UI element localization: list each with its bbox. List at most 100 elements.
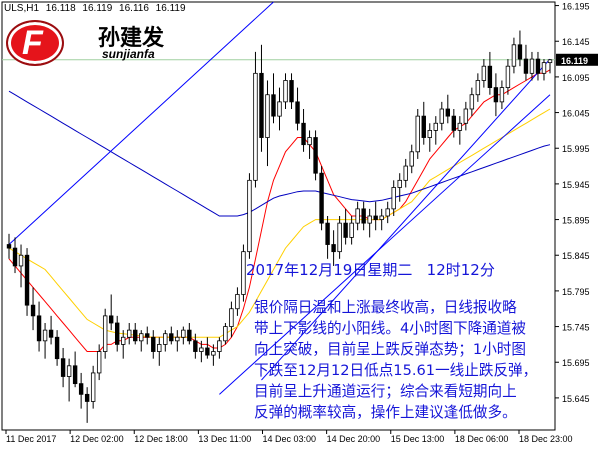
candle-body — [439, 108, 445, 124]
time-tick-label: 13 Dec 11:00 — [198, 434, 251, 444]
candle-body — [121, 336, 126, 345]
annotation-line: 下跌至12月12日低点15.61一线止跌反弹， — [254, 362, 538, 379]
candle-body — [247, 179, 252, 253]
candle-body — [319, 172, 324, 224]
candle-body — [30, 304, 36, 317]
candle-body — [90, 372, 96, 402]
time-tick-label: 11 Dec 2017 — [6, 434, 56, 444]
candle-body — [499, 87, 505, 103]
candle-body — [54, 336, 60, 360]
candle-body — [84, 393, 90, 402]
price-tick-label: 15.945 — [562, 180, 590, 190]
candle-body — [337, 222, 342, 253]
candle-body — [157, 343, 162, 352]
candle-body — [66, 365, 72, 377]
time-tick-label: 14 Dec 20:00 — [327, 434, 381, 444]
annotation-date: 2017年12月19日星期二 12时12分 — [246, 261, 495, 279]
ohlc-header: ULS,H1 16.118 16.119 16.116 16.119 — [4, 3, 190, 14]
price-tick-label: 16.195 — [562, 2, 590, 12]
candle-body — [181, 329, 186, 338]
candle-body — [193, 340, 198, 352]
candle-body — [445, 108, 451, 117]
logo-mark: F — [6, 20, 64, 66]
candle-body — [187, 329, 192, 342]
candle-body — [163, 333, 168, 345]
annotation-body: 银价隔日温和上涨最终收高，日线报收略 带上下影线的小阳线。4小时图下降通道被 向… — [254, 297, 554, 423]
time-tick-label: 12 Dec 02:00 — [70, 434, 124, 444]
time-tick-label: 15 Dec 13:00 — [391, 434, 445, 444]
candle-body — [349, 222, 354, 238]
candle-body — [115, 322, 120, 345]
candle-body — [457, 122, 463, 131]
brand-name-cn: 孙建发 — [98, 26, 165, 51]
price-tick-label: 15.895 — [562, 216, 590, 226]
price-tick-label: 16.145 — [562, 37, 590, 47]
candle-body — [463, 108, 469, 124]
candle-body — [108, 315, 114, 324]
trend-line — [219, 94, 551, 395]
candle-body — [481, 65, 487, 81]
annotation-line: 反弹的概率较高，操作上建议逢低做多。 — [254, 404, 517, 421]
candle-body — [529, 58, 535, 74]
candle-body — [24, 254, 30, 306]
brand-name-en: sunjianfa — [102, 47, 155, 61]
current-price-label: 16.119 — [561, 56, 588, 66]
candle-body — [547, 59, 553, 64]
candle-body — [517, 44, 523, 60]
candle-body — [271, 94, 276, 117]
price-tick-label: 15.695 — [562, 358, 590, 368]
trend-line — [261, 58, 551, 381]
candle-body — [475, 80, 481, 96]
candle-body — [253, 72, 258, 181]
candle-body — [96, 351, 102, 374]
candle-body — [175, 336, 180, 342]
candle-body — [36, 315, 42, 342]
candle-body — [127, 329, 132, 338]
candle-body — [133, 329, 138, 342]
open-value: 16.118 — [45, 3, 76, 14]
price-tick-label: 16.045 — [562, 109, 590, 119]
candle-body — [355, 208, 360, 224]
annotation-line: 银价隔日温和上涨最终收高，日线报收略 — [254, 299, 517, 316]
candle-body — [169, 333, 174, 342]
moving-average-line — [8, 108, 551, 338]
candle-body — [42, 329, 48, 342]
candle-body — [421, 115, 426, 138]
candle-body — [265, 94, 270, 138]
candle-body — [451, 115, 457, 131]
candle-body — [229, 308, 234, 327]
candle-body — [277, 101, 282, 117]
candle-body — [469, 94, 475, 110]
low-value: 16.116 — [119, 3, 149, 14]
candle-body — [48, 329, 54, 338]
candle-body — [511, 44, 517, 67]
candle-body — [541, 62, 547, 74]
candle-body — [409, 151, 414, 167]
candle-body — [199, 347, 204, 352]
price-tick-label: 15.745 — [562, 323, 590, 333]
candle-body — [223, 326, 228, 342]
candle-body — [6, 244, 12, 249]
candle-body — [235, 294, 240, 310]
candle-body — [289, 80, 294, 103]
high-value: 16.119 — [82, 3, 113, 14]
candle-body — [78, 383, 84, 395]
candle-body — [433, 122, 438, 131]
close-value: 16.119 — [155, 3, 186, 14]
candle-body — [325, 222, 330, 245]
candle-body — [307, 137, 312, 146]
candle-body — [343, 222, 348, 238]
annotation-line: 目前呈上升通道运行；综合来看短期向上 — [254, 383, 517, 400]
candle-body — [403, 165, 408, 181]
candle-body — [241, 251, 246, 295]
candle-body — [373, 215, 378, 220]
time-tick-label: 12 Dec 18:00 — [134, 434, 188, 444]
time-tick-label: 18 Dec 06:00 — [455, 434, 509, 444]
price-tick-label: 15.645 — [562, 394, 590, 404]
annotation-line: 带上下影线的小阳线。4小时图下降通道被 — [254, 320, 526, 337]
candle-body — [139, 333, 144, 342]
candle-body — [361, 208, 366, 224]
candle-body — [145, 333, 150, 338]
